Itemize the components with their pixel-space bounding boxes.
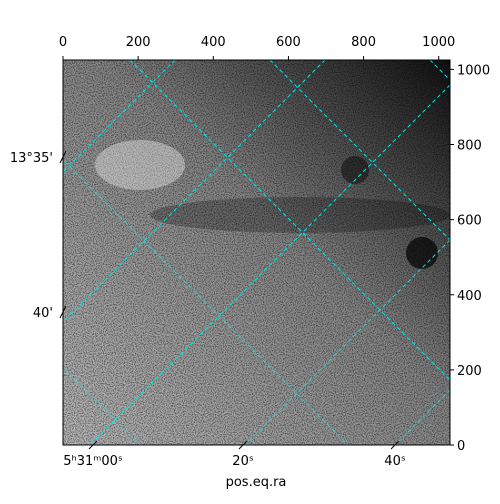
y-tick-label: 400 (457, 289, 482, 304)
dec-label: 40' (33, 306, 53, 321)
ra-label: 20ˢ (232, 454, 254, 469)
y-tick-label: 800 (457, 139, 482, 154)
y-tick-label: 0 (457, 439, 465, 454)
x-axis-label: pos.eq.ra (226, 475, 287, 490)
x-tick-label: 0 (59, 35, 67, 50)
ra-tick (238, 440, 248, 450)
dec-tick (59, 305, 67, 319)
image (63, 60, 450, 445)
y-tick-label: 1000 (457, 63, 490, 78)
x-tick-label: 400 (201, 35, 226, 50)
ra-tick (390, 440, 400, 450)
ra-label: 40ˢ (384, 454, 406, 469)
dec-tick (59, 150, 67, 164)
x-tick-label: 1000 (422, 35, 455, 50)
dec-label: 13°35' (10, 151, 53, 166)
x-tick-label: 600 (276, 35, 301, 50)
x-tick-label: 800 (351, 35, 376, 50)
y-tick-label: 600 (457, 214, 482, 229)
x-tick-label: 200 (126, 35, 151, 50)
ra-label: 5ʰ31ᵐ00ˢ (63, 454, 123, 469)
y-tick-label: 200 (457, 364, 482, 379)
axes-frame (62, 59, 451, 446)
ra-tick (88, 440, 98, 450)
wcs-grid (63, 60, 450, 445)
